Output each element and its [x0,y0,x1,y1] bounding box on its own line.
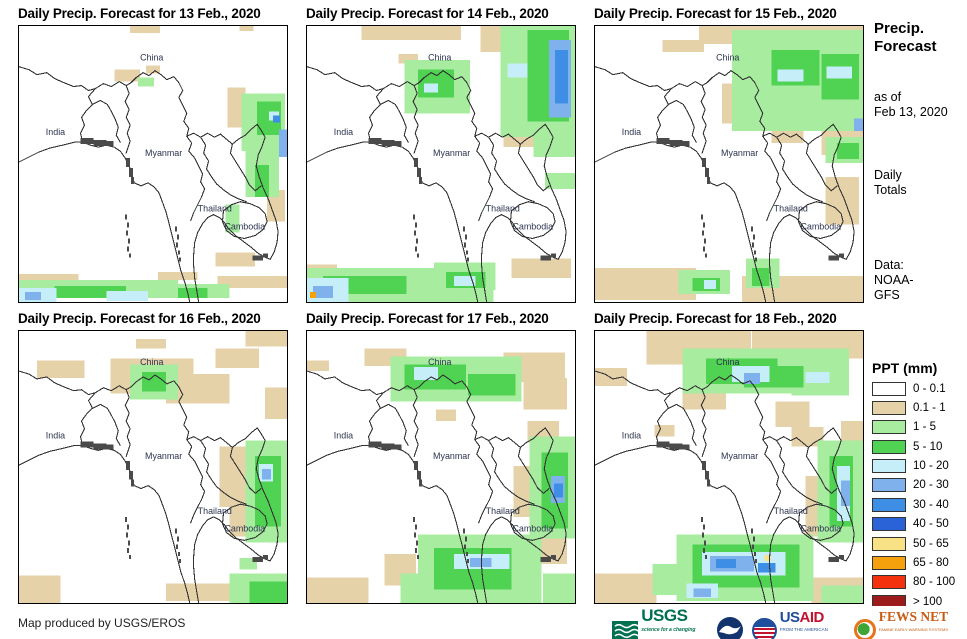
forecast-panel-feb15: Daily Precip. Forecast for 15 Feb., 2020 [594,6,864,303]
data-source-label: Data: [874,258,904,272]
usgs-tagline: science for a changing world [641,627,696,633]
legend-swatch [872,517,906,532]
legend-label: 20 - 30 [913,479,949,492]
fewsnet-tagline: FAMINE EARLY WARNING SYSTEMS NETWORK [878,627,949,632]
legend-row: 30 - 40 [872,497,967,512]
sidebar: Precip. Forecast [874,20,966,56]
legend-swatch [872,400,906,415]
forecast-panel-feb16: Daily Precip. Forecast for 16 Feb., 2020 [18,311,288,604]
legend-label: 40 - 50 [913,518,949,531]
legend-label: 0 - 0.1 [913,382,946,395]
panel-title: Daily Precip. Forecast for 17 Feb., 2020 [306,311,549,326]
precip-overlay [595,26,863,302]
legend-label: > 100 [913,595,943,608]
totals-block: Daily Totals [874,168,907,198]
as-of-label: as of [874,90,902,104]
footer: Map produced by USGS/EROS USGS science f… [0,606,967,639]
legend-label: 1 - 5 [913,421,937,434]
noaa-emblem-icon [717,617,744,639]
legend-row: 65 - 80 [872,556,967,571]
panel-title: Daily Precip. Forecast for 16 Feb., 2020 [18,311,261,326]
panel-title: Daily Precip. Forecast for 13 Feb., 2020 [18,6,261,21]
fewsnet-wordmark: FEWS NET FAMINE EARLY WARNING SYSTEMS NE… [879,610,967,639]
legend-row: 10 - 20 [872,459,967,474]
sidebar-title: Precip. Forecast [874,20,966,56]
legend-row: 0.1 - 1 [872,400,967,415]
usaid-name-us: US [779,609,800,626]
as-of-block: as of Feb 13, 2020 [874,90,948,120]
usaid-tagline: FROM THE AMERICAN PEOPLE [779,627,828,632]
usgs-logo: USGS science for a changing world [612,606,708,639]
legend-title: PPT (mm) [872,360,938,376]
fewsnet-globe-icon [854,619,876,639]
forecast-panel-feb17: Daily Precip. Forecast for 17 Feb., 2020 [306,311,576,604]
panel-title: Daily Precip. Forecast for 15 Feb., 2020 [594,6,837,21]
data-source-line2: NOAA- [874,273,914,287]
legend-swatch [872,575,906,590]
noaa-logo [717,617,744,639]
fewsnet-logo: FEWS NET FAMINE EARLY WARNING SYSTEMS NE… [854,610,967,639]
legend-label: 50 - 65 [913,537,949,550]
data-source-line3: GFS [874,288,900,302]
legend-row: 40 - 50 [872,517,967,532]
legend-row: 5 - 10 [872,439,967,454]
legend-label: 5 - 10 [913,440,943,453]
precip-overlay [307,26,575,302]
map-feb17 [306,330,576,604]
legend-row: 50 - 65 [872,536,967,551]
sidebar-title-line1: Precip. [874,20,925,37]
legend-swatch [872,497,906,512]
totals-line1: Daily [874,168,902,182]
legend-row: > 100 [872,594,967,609]
legend-label: 65 - 80 [913,557,949,570]
panel-title: Daily Precip. Forecast for 14 Feb., 2020 [306,6,549,21]
map-feb18 [594,330,864,604]
legend-label: 0.1 - 1 [913,401,946,414]
map-feb16 [18,330,288,604]
data-source-block: Data: NOAA- GFS [874,258,914,303]
usgs-wave-icon [612,621,639,639]
fewsnet-name: FEWS NET [878,609,949,624]
legend-swatch [872,439,906,454]
legend-row: 1 - 5 [872,420,967,435]
usgs-wordmark: USGS science for a changing world [641,606,708,639]
precip-overlay [307,348,575,603]
usaid-emblem-icon [752,617,777,639]
map-feb14 [306,25,576,303]
legend-label: 10 - 20 [913,460,949,473]
legend-row: 80 - 100 [872,575,967,590]
usgs-name: USGS [641,606,688,625]
precip-overlay [595,331,863,603]
map-credit: Map produced by USGS/EROS [18,616,186,630]
sidebar-title-line2: Forecast [874,38,937,55]
precip-overlay [19,331,287,603]
legend-swatch [872,381,906,396]
legend-row: 20 - 30 [872,478,967,493]
legend-label: 80 - 100 [913,576,956,589]
usaid-wordmark: USAID FROM THE AMERICAN PEOPLE [779,609,846,639]
forecast-panel-feb14: Daily Precip. Forecast for 14 Feb., 2020 [306,6,576,303]
legend-row: 0 - 0.1 [872,381,967,396]
totals-line2: Totals [874,183,907,197]
legend-swatch [872,556,906,571]
as-of-date: Feb 13, 2020 [874,105,948,119]
usaid-name-aid: AID [799,609,825,626]
forecast-panel-feb18: Daily Precip. Forecast for 18 Feb., 2020 [594,311,864,604]
usaid-logo: USAID FROM THE AMERICAN PEOPLE [752,609,846,639]
legend-swatch [872,420,906,435]
legend-swatch [872,459,906,474]
map-feb15 [594,25,864,303]
legend-swatch [872,536,906,551]
legend-label: 30 - 40 [913,498,949,511]
panel-title: Daily Precip. Forecast for 18 Feb., 2020 [594,311,837,326]
map-feb13 [18,25,288,303]
legend-swatch [872,478,906,493]
legend: PPT (mm) 0 - 0.1 0.1 - 1 1 - 5 5 - 10 10… [872,360,967,634]
logo-strip: USGS science for a changing world USAID … [612,606,967,639]
forecast-panel-feb13: Daily Precip. Forecast for 13 Feb., 2020 [18,6,288,303]
precip-overlay [19,26,287,302]
